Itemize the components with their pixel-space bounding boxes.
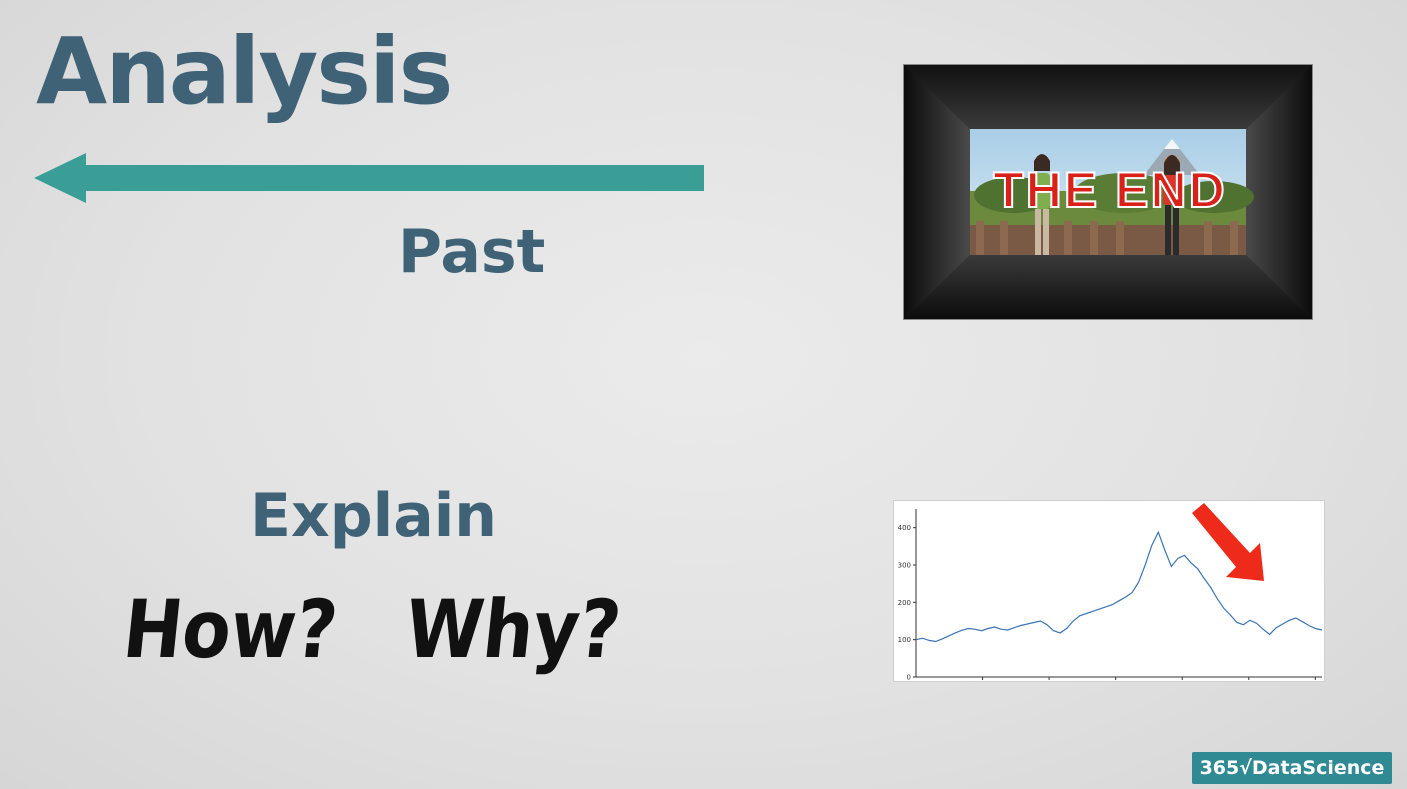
the-end-scene: THE END bbox=[904, 65, 1312, 319]
y-tick-label: 0 bbox=[907, 674, 911, 682]
how-question: How? bbox=[118, 583, 342, 676]
slide-title: Analysis bbox=[36, 18, 453, 125]
stock-price-chart: 0 100 200 300 400 bbox=[893, 500, 1325, 682]
why-question: Why? bbox=[400, 583, 626, 676]
the-end-text: THE END bbox=[993, 162, 1226, 218]
y-tick-label: 400 bbox=[898, 524, 911, 532]
y-tick-label: 200 bbox=[898, 599, 911, 607]
red-down-arrow-icon bbox=[1192, 503, 1264, 581]
left-arrow-icon bbox=[34, 153, 704, 203]
explain-label: Explain bbox=[250, 481, 497, 551]
person-left-icon bbox=[1034, 154, 1050, 255]
price-series-line bbox=[915, 530, 1323, 643]
person-right-icon bbox=[1163, 155, 1181, 255]
brand-logo: 365√DataScience bbox=[1192, 752, 1392, 784]
y-tick-label: 100 bbox=[898, 636, 911, 644]
the-end-illustration: THE END bbox=[903, 64, 1313, 320]
past-label: Past bbox=[398, 217, 546, 287]
y-tick-label: 300 bbox=[898, 562, 911, 570]
